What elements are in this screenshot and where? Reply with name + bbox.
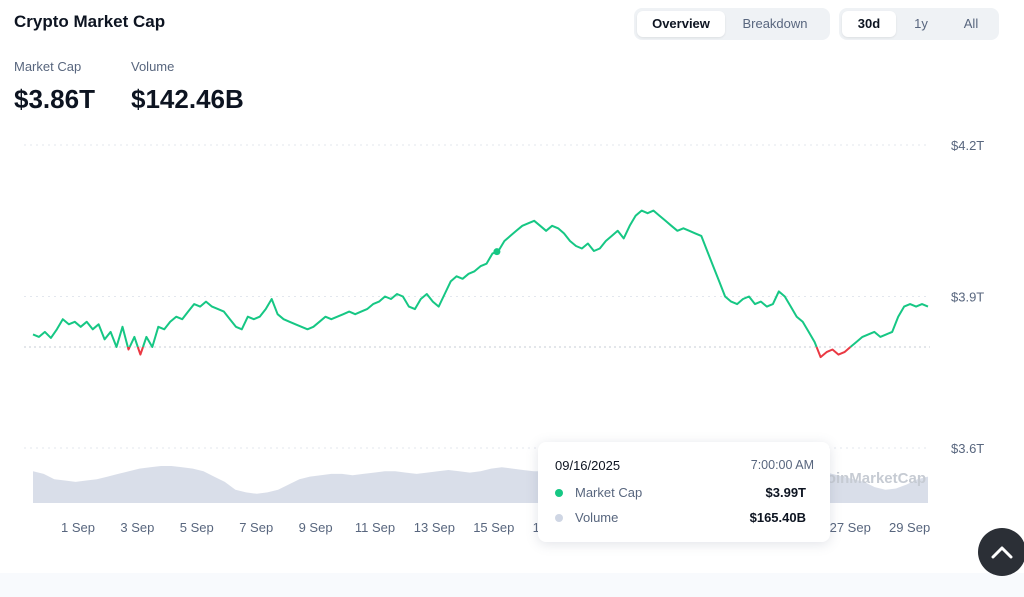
market-cap-value: $3.86T: [14, 84, 95, 114]
volume-dot-icon: [555, 514, 563, 522]
range-all[interactable]: All: [963, 16, 979, 31]
tooltip-volume-label: Volume: [575, 510, 619, 525]
y-tick-label: $3.6T: [951, 441, 984, 456]
tooltip-volume-row: Volume $165.40B: [555, 510, 806, 525]
page-title: Crypto Market Cap: [14, 12, 166, 31]
scroll-to-top-button[interactable]: [978, 528, 1024, 576]
range-1y[interactable]: 1y: [914, 16, 928, 31]
x-tick-label: 27 Sep: [830, 520, 871, 535]
volume-value: $142.46B: [131, 84, 244, 114]
market-cap-line-segment: [128, 335, 139, 348]
x-tick-label: 15 Sep: [473, 520, 514, 535]
x-tick-label: 13 Sep: [414, 520, 455, 535]
watermark-logo: CoinMarketCap: [816, 470, 926, 487]
tooltip-date: 09/16/2025: [555, 458, 621, 473]
market-cap-line-segment: [126, 346, 131, 351]
market-cap-line-segment: [32, 318, 129, 348]
x-tick-label: 5 Sep: [180, 520, 214, 535]
market-cap-dot-icon: [555, 489, 563, 497]
range-toggle: 30d 1y All: [839, 8, 999, 40]
market-cap-line-segment: [136, 346, 144, 356]
x-tick-label: 7 Sep: [239, 520, 273, 535]
view-toggle: Overview Breakdown: [634, 8, 830, 40]
tooltip-market-cap-row: Market Cap $3.99T: [555, 485, 806, 500]
x-tick-label: 11 Sep: [355, 520, 395, 535]
market-cap-line: [32, 209, 929, 359]
x-tick-label: 9 Sep: [299, 520, 333, 535]
tooltip-market-cap-value: $3.99T: [765, 485, 806, 500]
x-tick-label: 1 Sep: [61, 520, 95, 535]
chart-grid: [24, 144, 930, 449]
hover-point: [493, 248, 501, 256]
x-tick-label: 3 Sep: [120, 520, 154, 535]
range-30d[interactable]: 30d: [842, 11, 896, 37]
footer-strip: [0, 573, 1024, 597]
y-tick-label: $3.9T: [951, 290, 984, 305]
tab-overview[interactable]: Overview: [637, 11, 725, 37]
y-tick-label: $4.2T: [951, 138, 984, 153]
chevron-up-icon: [991, 546, 1013, 559]
volume-label: Volume: [131, 59, 175, 74]
y-axis: $4.2T $3.9T $3.6T: [951, 138, 984, 456]
chart-tooltip: 09/16/2025 7:00:00 AM Market Cap $3.99T …: [538, 442, 830, 542]
market-cap-chart[interactable]: CoinMarketCap $4.2T $3.9T $3.6T 1 Sep 3 Sep…: [0, 0, 1024, 560]
tooltip-market-cap-label: Market Cap: [575, 485, 643, 500]
x-tick-label: 29 Sep: [889, 520, 930, 535]
tab-breakdown[interactable]: Breakdown: [742, 16, 808, 31]
tooltip-time: 7:00:00 AM: [750, 458, 814, 472]
market-cap-line-segment: [142, 209, 818, 348]
market-cap-line-segment: [815, 346, 852, 359]
market-cap-label: Market Cap: [14, 59, 82, 74]
tooltip-volume-value: $165.40B: [749, 510, 806, 525]
market-cap-line-segment: [849, 303, 929, 348]
